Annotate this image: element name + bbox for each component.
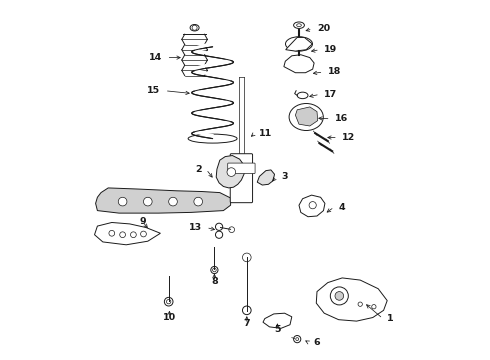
Polygon shape [286,37,312,51]
Text: 13: 13 [189,223,202,232]
Circle shape [194,197,202,206]
Text: 4: 4 [339,202,345,211]
Circle shape [302,113,311,121]
Polygon shape [96,188,231,213]
Text: 18: 18 [328,68,341,77]
Ellipse shape [294,42,303,46]
Circle shape [330,287,348,305]
Circle shape [216,231,222,238]
Ellipse shape [289,104,323,130]
Text: 16: 16 [335,114,348,123]
Text: 1: 1 [387,314,394,323]
Text: 15: 15 [147,86,160,95]
Circle shape [372,305,376,309]
Circle shape [164,297,173,306]
Circle shape [144,197,152,206]
Circle shape [130,232,136,238]
Circle shape [211,266,218,274]
Text: 9: 9 [139,217,146,226]
Circle shape [169,197,177,206]
Circle shape [120,232,125,238]
Polygon shape [284,55,314,73]
Circle shape [109,230,115,236]
Text: 2: 2 [195,165,202,174]
Circle shape [309,202,316,209]
Ellipse shape [286,37,313,51]
Text: 5: 5 [274,325,281,334]
Polygon shape [299,195,325,217]
Circle shape [141,231,147,237]
Text: 17: 17 [324,90,338,99]
Circle shape [213,268,216,272]
Polygon shape [295,107,318,126]
Polygon shape [95,222,160,245]
Ellipse shape [294,61,304,67]
Text: 14: 14 [149,53,162,62]
Text: 12: 12 [342,133,355,142]
Text: 10: 10 [163,313,176,322]
Circle shape [358,302,363,306]
Text: 11: 11 [259,129,272,138]
Circle shape [296,338,298,341]
Text: 7: 7 [244,320,250,328]
Text: 6: 6 [314,338,320,347]
Circle shape [118,197,127,206]
Polygon shape [257,170,274,185]
Ellipse shape [296,24,301,27]
Ellipse shape [190,24,199,31]
Text: 19: 19 [324,45,338,54]
Circle shape [167,300,171,304]
Text: 8: 8 [211,277,218,286]
Circle shape [216,223,222,230]
Polygon shape [316,278,387,321]
Text: 20: 20 [317,24,330,33]
Ellipse shape [188,134,237,143]
Circle shape [294,336,301,343]
Polygon shape [263,313,292,328]
Circle shape [227,168,236,176]
Polygon shape [216,156,245,188]
FancyBboxPatch shape [230,154,252,203]
Ellipse shape [297,92,308,99]
Circle shape [229,227,235,233]
Circle shape [243,253,251,262]
Text: 3: 3 [281,172,288,181]
FancyBboxPatch shape [228,163,255,174]
Circle shape [335,292,343,300]
Circle shape [243,306,251,315]
Ellipse shape [294,22,304,28]
